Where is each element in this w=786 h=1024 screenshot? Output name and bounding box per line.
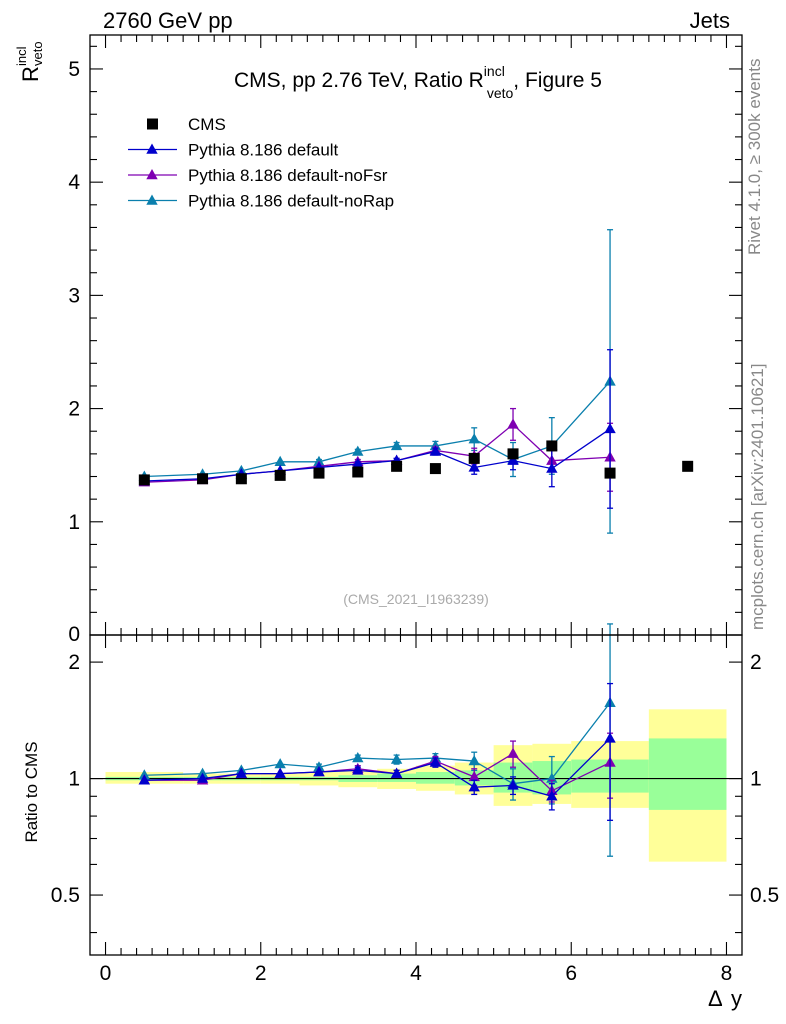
- main-ytick-label-0: 0: [68, 623, 80, 646]
- main-pythia-8-186-default-point-8: [468, 461, 480, 472]
- ratio-pythia-8-186-default-norap-point-3: [274, 758, 286, 769]
- main-cms-point-9: [507, 448, 519, 460]
- main-cms-point-0: [138, 474, 150, 486]
- energy-label: 2760 GeV pp: [103, 8, 233, 33]
- tick-labels-layer: 1 2 3 4 5 0 0.5 0.5 1 1 2 2 0 2 4 6 8: [51, 58, 779, 985]
- title-end: , Figure 5: [513, 69, 602, 92]
- ratio-pythia-8-186-default-norap-point-8: [468, 755, 480, 766]
- legend-marker-pythia-8-186-default-nofsr: [146, 169, 158, 180]
- main-pythia-8-186-default-point-7: [429, 445, 442, 456]
- ratio-pythia-8-186-default-point-7: [429, 756, 442, 767]
- process-label: Jets: [689, 8, 730, 33]
- legend-marker-pythia-8-186-default: [146, 143, 158, 154]
- ratio-pythia-8-186-default-point-1: [196, 772, 209, 783]
- main-cms-point-6: [391, 460, 403, 472]
- main-pythia-8-186-default-point-5: [352, 458, 364, 469]
- xtick-label-6: 6: [565, 962, 577, 985]
- ylabel-sup: incl: [14, 46, 29, 66]
- xlabel-y: y: [731, 986, 742, 1011]
- ratio-pythia-8-186-default-nofsr-point-9: [507, 747, 519, 758]
- ratio-series-layer: [138, 623, 616, 857]
- main-cms-point-12: [682, 460, 694, 472]
- main-ytick-label-4: 4: [68, 171, 80, 194]
- main-cms-point-1: [197, 473, 209, 485]
- legend-label-cms: CMS: [188, 115, 226, 134]
- main-pythia-8-186-default-norap-point-3: [274, 455, 286, 466]
- main-pythia-8-186-default-line: [144, 428, 611, 482]
- ratio-uncertainty-bands: [105, 709, 727, 862]
- main-cms-point-3: [274, 469, 286, 481]
- main-ytick-label-1: 1: [68, 511, 80, 534]
- ratio-pythia-8-186-default-norap-point-5: [352, 752, 364, 763]
- ratio-pythia-8-186-default-nofsr-point-8: [468, 770, 480, 782]
- main-pythia-8-186-default-nofsr-point-9: [507, 418, 519, 429]
- main-cms-point-8: [468, 452, 480, 464]
- ratio-pythia-8-186-default-line: [144, 737, 611, 798]
- legend-marker-pythia-8-186-default-norap: [146, 194, 158, 205]
- legend-label-pythia-8-186-default-norap: Pythia 8.186 default-noRap: [188, 192, 394, 211]
- title-main: CMS, pp 2.76 TeV, Ratio R: [234, 69, 484, 92]
- ratio-pythia-8-186-default-point-4: [313, 765, 325, 777]
- xtick-label-2: 2: [255, 962, 267, 985]
- ratio-pythia-8-186-default-point-2: [235, 767, 248, 778]
- ratio-pythia-8-186-default-point-3: [274, 767, 286, 778]
- ratio-pythia-8-186-default-norap-line: [144, 702, 611, 785]
- ratio-pythia-8-186-default-norap-point-6: [390, 753, 403, 764]
- main-pythia-8-186-default-point-9: [507, 454, 519, 465]
- ratio-pythia-8-186-default-point-9: [507, 779, 519, 790]
- main-cms-point-2: [235, 473, 247, 485]
- main-pythia-8-186-default-norap-point-6: [390, 439, 403, 451]
- ratio-pythia-8-186-default-point-11: [604, 732, 616, 743]
- main-ylabel: R incl veto: [14, 41, 45, 82]
- axes-layer: [89, 34, 743, 956]
- main-pythia-8-186-default-point-10: [546, 462, 558, 473]
- ylabel-sub: veto: [30, 41, 45, 66]
- xlabel-delta: Δ: [708, 986, 723, 1011]
- xtick-label-8: 8: [721, 962, 733, 985]
- xtick-label-4: 4: [410, 962, 422, 985]
- ratio-pythia-8-186-default-point-8: [468, 781, 480, 792]
- ratio-pythia-8-186-default-point-0: [138, 774, 151, 785]
- main-pythia-8-186-default-norap-point-5: [352, 445, 364, 456]
- title-sup: incl: [484, 63, 505, 79]
- ratio-ytick-label-left-0.5: 0.5: [51, 884, 80, 907]
- x-axis-label: Δ y: [708, 986, 742, 1011]
- main-pythia-8-186-default-norap-line: [144, 380, 611, 478]
- main-pythia-8-186-default-point-11: [604, 422, 616, 434]
- ratio-ytick-label-right-1: 1: [750, 768, 762, 791]
- ratio-pythia-8-186-default-point-6: [390, 767, 403, 778]
- ratio-ylabel: Ratio to CMS: [22, 741, 41, 842]
- ratio-ytick-label-right-2: 2: [750, 651, 762, 674]
- main-ytick-label-2: 2: [68, 398, 80, 421]
- ratio-ytick-label-left-1: 1: [68, 768, 80, 791]
- ratio-pythia-8-186-default-point-10: [546, 790, 558, 801]
- main-cms-point-7: [429, 463, 441, 475]
- ratio-pythia-8-186-default-point-5: [352, 764, 364, 775]
- ratio-ytick-label-right-0.5: 0.5: [750, 884, 779, 907]
- main-cms-point-10: [546, 440, 558, 452]
- xtick-label-0: 0: [100, 962, 112, 985]
- title-sub: veto: [487, 85, 514, 101]
- band-stat-bin-7: [416, 771, 455, 784]
- main-ytick-label-5: 5: [68, 58, 80, 81]
- main-cms-point-5: [352, 466, 364, 478]
- legend-marker-cms: [147, 118, 158, 130]
- main-pythia-8-186-default-norap-point-8: [468, 433, 480, 444]
- ylabel-r: R: [18, 66, 43, 82]
- chart-title: CMS, pp 2.76 TeV, Ratio Rincl veto, Figur…: [234, 63, 602, 101]
- ratio-ytick-label-left-2: 2: [68, 651, 80, 674]
- main-series-layer: [138, 229, 694, 534]
- main-cms-point-11: [604, 467, 616, 479]
- legend-label-pythia-8-186-default-nofsr: Pythia 8.186 default-noFsr: [188, 166, 388, 185]
- main-ytick-label-3: 3: [68, 284, 80, 307]
- band-stat-bin-12: [648, 738, 727, 810]
- analysis-watermark: (CMS_2021_I1963239): [343, 591, 489, 607]
- legend: CMS Pythia 8.186 default Pythia 8.186 defa…: [128, 115, 394, 211]
- legend-label-pythia-8-186-default: Pythia 8.186 default: [188, 141, 339, 160]
- main-cms-point-4: [313, 467, 325, 479]
